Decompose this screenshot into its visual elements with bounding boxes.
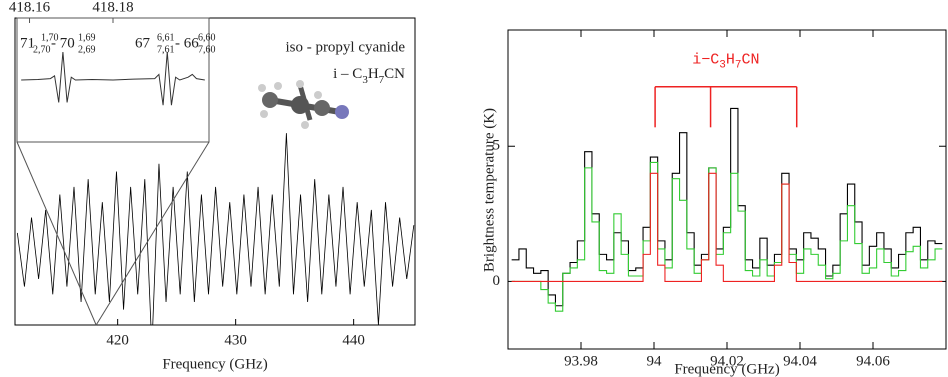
spectra-group xyxy=(511,107,943,312)
molecule-name: iso - propyl cyanide xyxy=(285,39,405,55)
x-tick-label: 94.06 xyxy=(856,353,890,369)
y-axis-label: Brightness temperature (K) xyxy=(481,108,497,272)
transition-label: 6,60 xyxy=(198,32,216,43)
x-tick-label: 420 xyxy=(106,332,129,348)
series-line xyxy=(511,107,943,307)
formula-part: 3 xyxy=(362,74,368,86)
formula: i – C3H7CN xyxy=(333,66,405,85)
transition-label: 71 xyxy=(20,35,35,51)
spectrum-group xyxy=(16,133,415,325)
series-line xyxy=(511,161,943,312)
x-axis-label: Frequency (GHz) xyxy=(674,361,779,377)
annotation-label: i−C3H7CN xyxy=(692,52,759,72)
x-tick-label: 94.02 xyxy=(710,353,744,369)
transition-label: - 66 xyxy=(175,35,199,51)
right-frame xyxy=(507,29,947,350)
inset-tick-label: 418.16 xyxy=(9,0,51,15)
x-tick-label: 430 xyxy=(224,332,247,348)
inset-tick-label: 418.18 xyxy=(92,0,133,15)
molecule xyxy=(258,80,349,129)
zoom-line xyxy=(95,141,210,326)
transition-label: 2,69 xyxy=(78,44,96,55)
formula-part: CN xyxy=(384,66,405,82)
formula-part: 7 xyxy=(379,74,385,86)
inset-line xyxy=(21,51,205,106)
y-tick-label: 0 xyxy=(493,273,501,289)
x-axis-label: Frequency (GHz) xyxy=(162,356,267,372)
transition-label: 6,61 xyxy=(157,32,175,43)
x-tick-label: 94 xyxy=(647,353,663,369)
x-tick-label: 93.98 xyxy=(564,353,598,369)
annotation-label-part: H xyxy=(726,52,735,69)
annotation-label-part: 3 xyxy=(719,60,726,72)
transition-label: 1,70 xyxy=(41,32,59,43)
transition-label: 1,69 xyxy=(78,32,96,43)
annotation-label-part: i−C xyxy=(692,52,719,69)
transition-label: 2,70 xyxy=(33,44,51,55)
transition-label: - 70 xyxy=(51,35,75,51)
series-line xyxy=(511,172,943,282)
transition-label: 7,61 xyxy=(157,44,175,55)
zoom-line xyxy=(16,141,97,326)
x-tick-label: 94.04 xyxy=(783,353,817,369)
formula-part: H xyxy=(368,66,379,82)
x-tick-label: 440 xyxy=(342,332,365,348)
spectrum-line xyxy=(16,133,415,325)
formula-part: i – C xyxy=(333,66,362,82)
transition-label: 67 xyxy=(135,35,151,51)
y-tick-label: 5 xyxy=(493,138,501,154)
annotation-label-part: 7 xyxy=(735,60,742,72)
annotation-label-part: CN xyxy=(742,52,760,69)
transition-label: 7,60 xyxy=(198,44,216,55)
left-frame xyxy=(14,17,416,326)
